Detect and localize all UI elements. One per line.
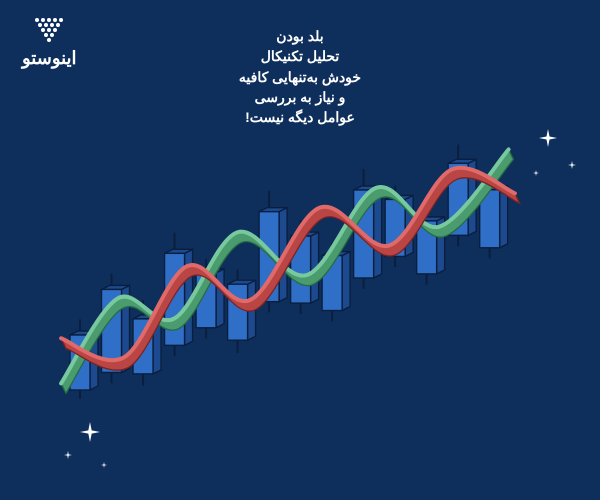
- sparkle-icon: [568, 156, 576, 164]
- stage: اینوستو بلد بودنتحلیل تکنیکالخودش به‌تنه…: [0, 0, 600, 500]
- sparkle-icon: [539, 129, 557, 147]
- sparkle-icon: [533, 163, 539, 169]
- sparkle-icon: [101, 455, 107, 461]
- sparkle-icon: [64, 446, 72, 454]
- sparkle-icon: [80, 422, 100, 442]
